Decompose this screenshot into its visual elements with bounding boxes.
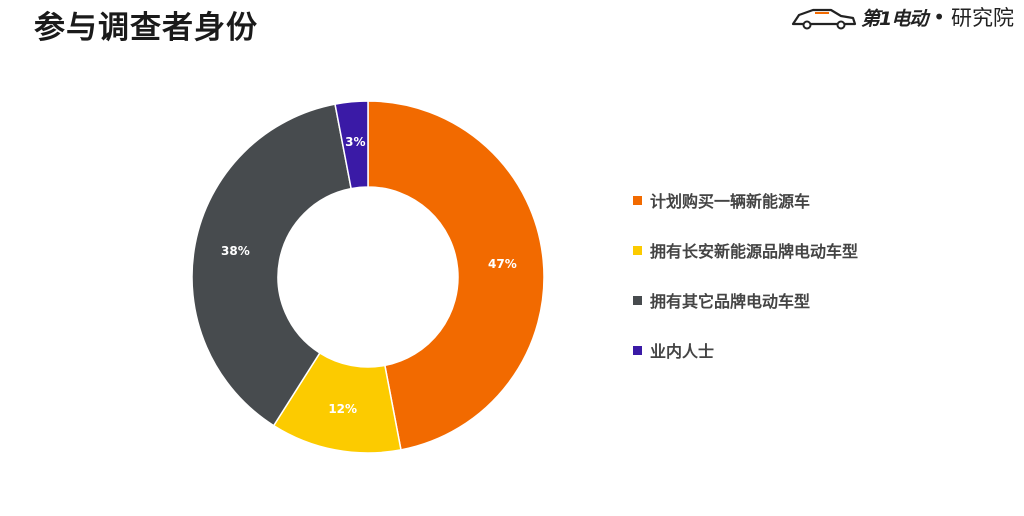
legend-item: 拥有长安新能源品牌电动车型 xyxy=(633,238,858,262)
slice-value-label: 3% xyxy=(345,135,365,149)
legend-item: 业内人士 xyxy=(633,338,858,362)
donut-slice-labels: 47% 12% 38% 3% xyxy=(221,135,517,416)
donut-slice-1 xyxy=(367,100,545,451)
chart-legend: 计划购买一辆新能源车拥有长安新能源品牌电动车型 拥有其它品牌电动车型 业内人士 xyxy=(633,188,858,388)
legend-swatch xyxy=(633,195,642,205)
slice-value-label: 47% xyxy=(488,257,517,271)
legend-label: 拥有长安新能源品牌电动车型 xyxy=(650,242,859,261)
brand-institute: 研究院 xyxy=(951,6,1014,30)
legend-swatch xyxy=(633,245,642,255)
legend-swatch xyxy=(633,345,642,355)
legend-label: 业内人士 xyxy=(650,342,715,361)
donut-slice-3 xyxy=(191,103,353,427)
brand-separator: • xyxy=(933,5,945,29)
legend-swatch xyxy=(633,295,642,305)
legend-label: 计划购买一辆新能源车 xyxy=(650,192,811,211)
page-title: 参与调查者身份 xyxy=(34,10,258,46)
car-icon xyxy=(791,8,857,30)
legend-label: 拥有其它品牌电动车型 xyxy=(650,292,811,311)
donut-slices xyxy=(191,100,545,454)
brand-logo: 第1电动 • 研究院 xyxy=(791,0,1014,34)
legend-item: 计划购买一辆新能源车 xyxy=(633,188,858,212)
slice-value-label: 38% xyxy=(221,244,250,258)
slice-value-label: 12% xyxy=(328,402,357,416)
brand-name: 第1电动 xyxy=(860,7,928,30)
donut-slice-4 xyxy=(334,100,369,190)
legend-item: 拥有其它品牌电动车型 xyxy=(633,288,858,312)
